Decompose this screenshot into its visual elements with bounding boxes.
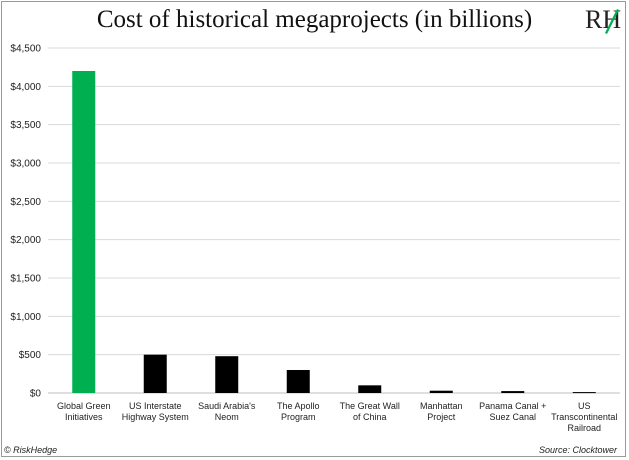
bar — [215, 356, 239, 393]
x-tick-label: The Apollo Program — [277, 401, 320, 422]
y-tick-label: $1,000 — [10, 312, 41, 323]
x-tick-label: US Transcontinental Railroad — [551, 401, 617, 433]
bar — [429, 390, 453, 393]
x-tick-label: The Great Wall of China — [340, 401, 400, 422]
riskhedge-logo: RH — [585, 5, 621, 34]
x-tick-label: US Interstate Highway System — [122, 401, 189, 422]
grid-layer — [48, 47, 620, 394]
y-tick-label: $4,000 — [10, 82, 41, 93]
chart-title: Cost of historical megaprojects (in bill… — [96, 6, 533, 33]
y-tick-label: $1,500 — [10, 274, 41, 285]
copyright-text: © RiskHedge — [4, 445, 58, 455]
bar — [501, 391, 525, 393]
y-axis-ticks: $0 $500 $1,000 $1,500 $2,000 $2,500 $3,000 $3,5… — [10, 44, 41, 400]
bar — [286, 370, 310, 393]
y-tick-label: $3,000 — [10, 159, 41, 170]
y-tick-label: $2,500 — [10, 197, 41, 208]
x-tick-label: Panama Canal + Suez Canal — [479, 401, 546, 422]
x-tick-label: Global Green Initiatives — [57, 401, 111, 422]
bar — [358, 385, 382, 393]
source-text: Source: Clocktower — [538, 445, 617, 455]
x-axis-ticks: Global Green Initiatives US Interstate High… — [57, 401, 617, 433]
logo-text: RH — [585, 5, 621, 34]
bars — [72, 71, 596, 394]
bar — [72, 71, 96, 393]
x-tick-label: Saudi Arabia's Neom — [198, 401, 256, 422]
y-tick-label: $4,500 — [10, 44, 41, 55]
y-tick-label: $0 — [30, 389, 42, 400]
logo-accent-arrow — [605, 9, 619, 34]
bar — [572, 392, 596, 394]
y-tick-label: $500 — [19, 350, 42, 361]
y-tick-label: $3,500 — [10, 120, 41, 131]
x-tick-label: Manhattan Project — [420, 401, 463, 422]
y-tick-label: $2,000 — [10, 235, 41, 246]
bar — [143, 354, 167, 393]
